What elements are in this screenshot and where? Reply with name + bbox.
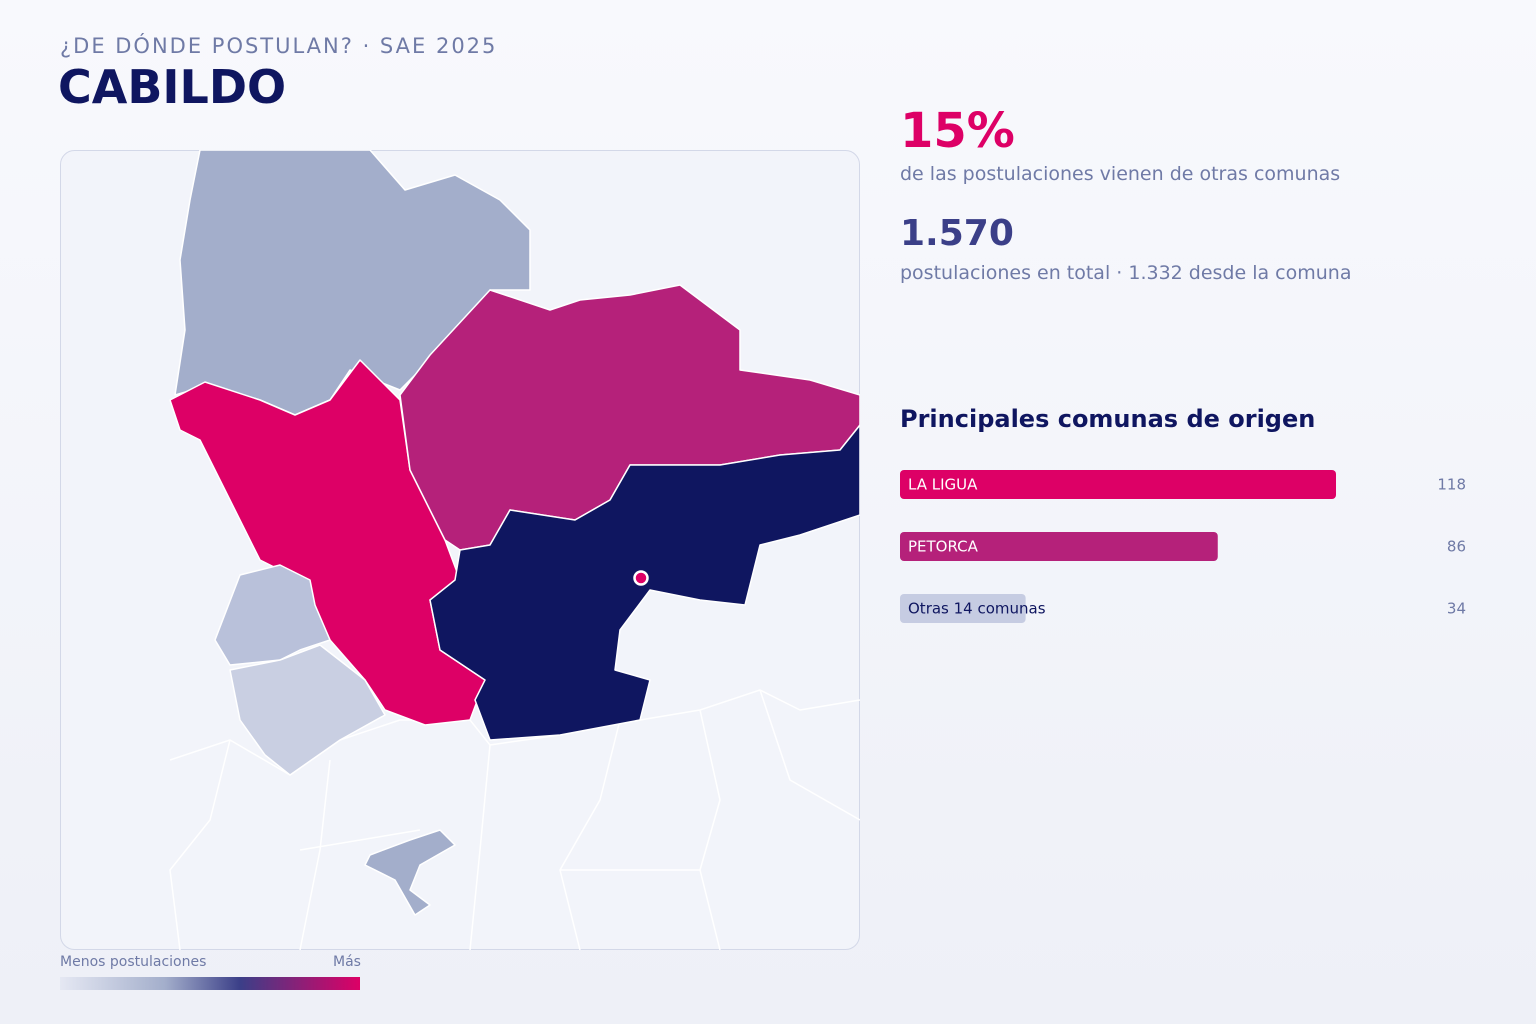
location-marker bbox=[633, 570, 649, 586]
region bbox=[364, 829, 456, 916]
title: CABILDO bbox=[58, 60, 287, 114]
map-outline bbox=[169, 689, 860, 950]
legend-high: Más bbox=[333, 954, 361, 970]
legend-low: Menos postulaciones bbox=[60, 954, 207, 970]
bar bbox=[900, 532, 1218, 561]
legend-gradient bbox=[60, 977, 360, 990]
bar-value: 118 bbox=[1437, 476, 1466, 494]
bar bbox=[900, 594, 1026, 623]
bar bbox=[900, 470, 1336, 499]
total-text: postulaciones en total · 1.332 desde la … bbox=[900, 262, 1352, 284]
region bbox=[229, 644, 386, 776]
total: 1.570 bbox=[900, 213, 1014, 254]
ranking-title: Principales comunas de origen bbox=[900, 405, 1316, 433]
map bbox=[60, 150, 860, 950]
region bbox=[214, 564, 331, 666]
share: 15% bbox=[900, 103, 1015, 159]
bar-label: LA LIGUA bbox=[908, 476, 978, 494]
bar-label: PETORCA bbox=[908, 538, 979, 556]
share-text: de las postulaciones vienen de otras com… bbox=[900, 163, 1341, 185]
bar-value: 86 bbox=[1447, 538, 1466, 556]
bar-value: 34 bbox=[1447, 600, 1466, 618]
kicker: ¿DE DÓNDE POSTULAN? · SAE 2025 bbox=[60, 34, 498, 58]
ranking-bars: LA LIGUA 118 PETORCA 86 Otras 14 comunas 34 bbox=[900, 470, 1466, 623]
bar-label: Otras 14 comunas bbox=[908, 600, 1046, 618]
